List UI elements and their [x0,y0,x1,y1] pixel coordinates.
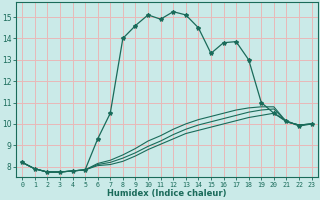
X-axis label: Humidex (Indice chaleur): Humidex (Indice chaleur) [107,189,227,198]
